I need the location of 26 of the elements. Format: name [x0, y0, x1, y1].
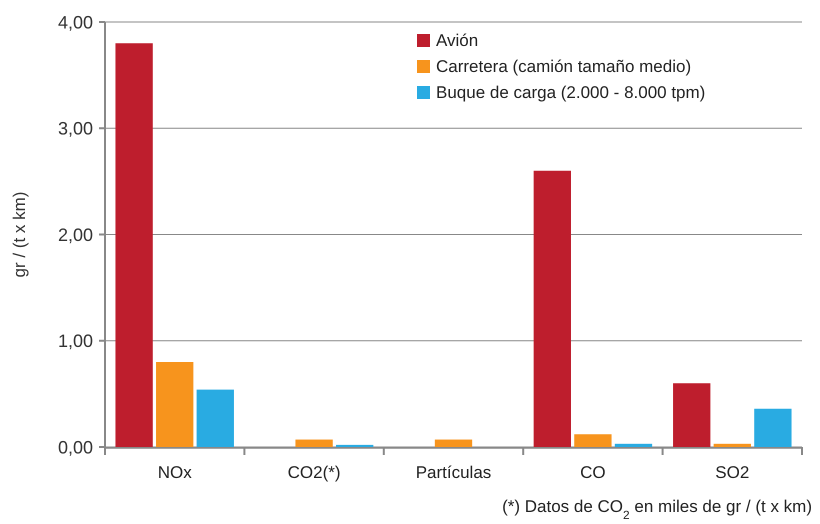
bar: [295, 440, 333, 447]
y-tick-label: 0,00: [58, 437, 93, 458]
x-tick-label: NOx: [158, 463, 192, 482]
bar: [614, 444, 652, 447]
x-tick-label: CO2(*): [288, 463, 341, 482]
bar: [115, 43, 153, 447]
legend-label: Buque de carga (2.000 - 8.000 tpm): [436, 83, 706, 102]
x-tick-label: SO2: [715, 463, 750, 482]
x-tick-label: Partículas: [416, 463, 492, 482]
bar: [754, 408, 792, 447]
y-tick-label: 2,00: [58, 224, 93, 245]
y-tick-label: 1,00: [58, 331, 93, 352]
legend-label: Avión: [436, 31, 478, 50]
bar: [714, 444, 751, 447]
bar: [156, 362, 194, 447]
bar: [673, 383, 710, 447]
legend-label: Carretera (camión tamaño medio): [436, 57, 692, 76]
x-tick-label: CO: [580, 463, 606, 482]
bar: [534, 170, 571, 447]
bar: [196, 390, 234, 447]
text: (*) Datos de CO$_{2}$ en miles de gr / (t x km): [502, 497, 812, 522]
y-axis-title: gr / (t x km): [10, 192, 29, 278]
y-tick-label: 3,00: [58, 118, 93, 139]
bar: [434, 440, 472, 447]
bar: [574, 434, 612, 447]
y-tick-label: 4,00: [58, 12, 93, 32]
